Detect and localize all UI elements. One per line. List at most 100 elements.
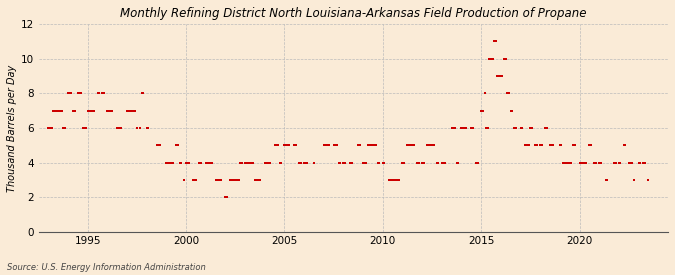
Point <box>66 91 77 95</box>
Point <box>531 143 542 147</box>
Point <box>333 160 344 165</box>
Point <box>244 160 255 165</box>
Point <box>460 126 470 130</box>
Point <box>138 91 148 95</box>
Point <box>482 126 493 130</box>
Point <box>491 39 502 43</box>
Point <box>397 160 408 165</box>
Point <box>69 108 80 113</box>
Point <box>130 108 140 113</box>
Point <box>74 91 85 95</box>
Point <box>48 108 59 113</box>
Point <box>236 160 247 165</box>
Point <box>392 178 403 182</box>
Point <box>259 160 270 165</box>
Point <box>507 108 518 113</box>
Point <box>468 126 479 130</box>
Point <box>344 160 355 165</box>
Point <box>576 160 587 165</box>
Point <box>43 126 54 130</box>
Point <box>500 56 511 61</box>
Point <box>560 160 570 165</box>
Point <box>179 178 190 182</box>
Point <box>495 74 506 78</box>
Point <box>263 160 273 165</box>
Point <box>335 160 346 165</box>
Point <box>563 160 574 165</box>
Point <box>489 39 500 43</box>
Text: Source: U.S. Energy Information Administration: Source: U.S. Energy Information Administ… <box>7 263 205 272</box>
Point <box>427 143 437 147</box>
Point <box>535 143 545 147</box>
Point <box>248 160 259 165</box>
Point <box>422 143 433 147</box>
Point <box>319 143 329 147</box>
Point <box>526 126 537 130</box>
Point <box>182 160 193 165</box>
Point <box>437 160 448 165</box>
Point <box>438 160 449 165</box>
Point <box>387 178 398 182</box>
Point <box>210 178 221 182</box>
Point <box>53 108 63 113</box>
Point <box>640 160 651 165</box>
Point <box>643 178 654 182</box>
Point <box>176 160 186 165</box>
Point <box>461 126 472 130</box>
Point <box>273 143 284 147</box>
Point <box>265 160 275 165</box>
Point <box>625 160 636 165</box>
Point <box>225 178 236 182</box>
Point <box>346 160 357 165</box>
Point <box>127 108 138 113</box>
Point <box>172 143 183 147</box>
Point <box>115 126 126 130</box>
Point <box>564 160 575 165</box>
Point <box>190 178 201 182</box>
Point <box>502 91 513 95</box>
Point <box>122 108 132 113</box>
Point <box>633 160 644 165</box>
Point <box>89 108 100 113</box>
Point <box>385 178 396 182</box>
Point <box>595 160 606 165</box>
Point <box>405 143 416 147</box>
Point <box>194 160 205 165</box>
Point <box>566 160 576 165</box>
Point <box>338 160 349 165</box>
Point <box>99 91 109 95</box>
Point <box>322 143 333 147</box>
Point <box>418 160 429 165</box>
Point <box>227 178 238 182</box>
Point <box>520 143 531 147</box>
Point <box>161 160 172 165</box>
Point <box>471 160 482 165</box>
Point <box>143 126 154 130</box>
Point <box>574 160 585 165</box>
Point <box>299 160 310 165</box>
Point <box>545 143 556 147</box>
Point <box>446 126 457 130</box>
Point <box>377 160 388 165</box>
Point <box>151 143 162 147</box>
Point <box>404 143 414 147</box>
Point <box>589 160 599 165</box>
Point <box>189 178 200 182</box>
Point <box>308 160 319 165</box>
Point <box>296 160 306 165</box>
Point <box>76 91 86 95</box>
Point <box>164 160 175 165</box>
Point <box>525 126 536 130</box>
Point <box>171 143 182 147</box>
Point <box>167 160 178 165</box>
Point <box>323 143 334 147</box>
Point <box>81 126 92 130</box>
Point <box>284 143 295 147</box>
Point <box>516 126 527 130</box>
Point <box>423 143 434 147</box>
Point <box>275 160 286 165</box>
Point <box>55 108 65 113</box>
Point <box>94 91 105 95</box>
Point <box>274 160 285 165</box>
Point <box>373 160 383 165</box>
